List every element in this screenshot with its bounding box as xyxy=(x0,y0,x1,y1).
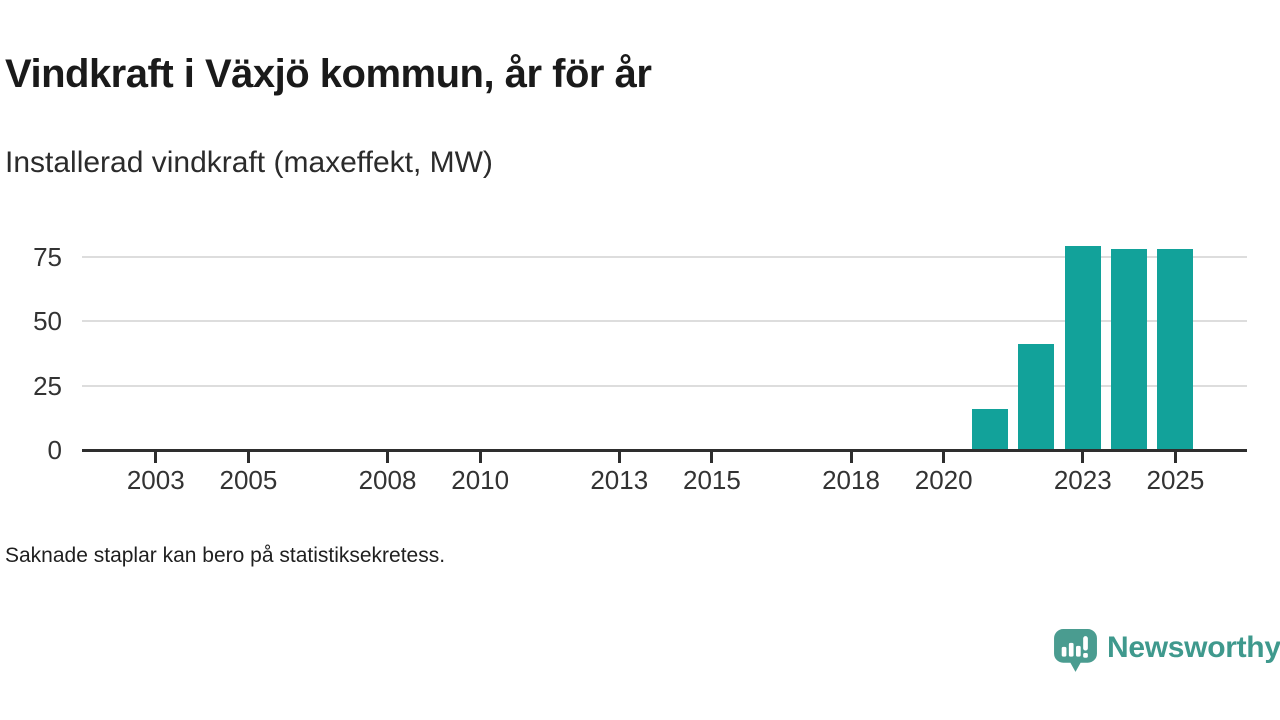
gridline xyxy=(82,384,1247,387)
bar xyxy=(1111,248,1148,450)
newsworthy-logo-text: Newsworthy xyxy=(1107,630,1280,664)
bar xyxy=(1157,248,1194,450)
x-axis-tick xyxy=(1081,451,1085,463)
newsworthy-bubble-barchart-icon xyxy=(1054,629,1097,672)
x-axis-tick xyxy=(246,451,250,463)
x-axis-label: 2010 xyxy=(451,465,510,495)
y-axis-label: 0 xyxy=(47,435,62,465)
x-axis-label: 2005 xyxy=(219,465,278,495)
x-axis-label: 2020 xyxy=(914,465,973,495)
bar xyxy=(1064,246,1101,450)
x-axis-label: 2018 xyxy=(822,465,880,495)
x-axis-tick xyxy=(849,451,853,463)
x-axis-line xyxy=(82,448,1247,452)
x-axis-label: 2013 xyxy=(590,465,649,495)
gridline xyxy=(82,255,1247,258)
newsworthy-logo: Newsworthy xyxy=(1053,628,1280,675)
x-axis-tick xyxy=(478,451,482,463)
footnote: Saknade staplar kan bero på statistiksek… xyxy=(5,544,446,567)
x-axis-tick xyxy=(386,451,389,463)
gridline xyxy=(82,320,1247,323)
y-axis-label: 75 xyxy=(33,241,62,272)
x-axis-label: 2008 xyxy=(358,465,417,495)
chart-subtitle: Installerad vindkraft (maxeffekt, MW) xyxy=(5,146,493,179)
x-axis-tick xyxy=(617,451,621,463)
bar xyxy=(972,408,1009,450)
chart-title: Vindkraft i Växjö kommun, år för år xyxy=(5,52,652,96)
x-axis-label: 2003 xyxy=(126,465,185,495)
bar xyxy=(1018,344,1055,450)
x-axis-tick xyxy=(942,451,946,463)
y-axis-label: 50 xyxy=(33,306,62,337)
x-axis-label: 2025 xyxy=(1146,465,1205,495)
x-axis-label: 2015 xyxy=(683,465,741,495)
x-axis-tick xyxy=(154,451,158,463)
y-axis-label: 25 xyxy=(33,370,62,401)
x-axis-label: 2023 xyxy=(1053,465,1112,495)
x-axis-tick xyxy=(710,451,714,463)
x-axis-tick xyxy=(1173,451,1177,463)
